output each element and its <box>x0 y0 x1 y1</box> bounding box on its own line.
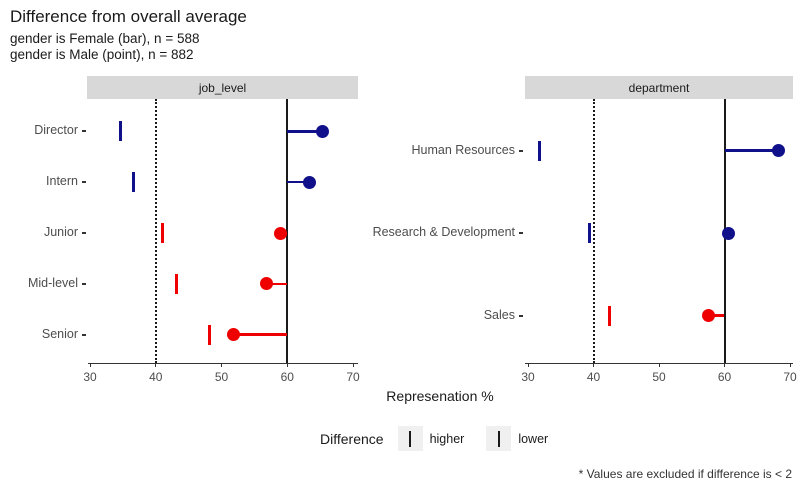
male-segment-mark <box>233 333 288 336</box>
facet-strip-job-level: job_level <box>87 76 358 99</box>
x-axis-title: Represenation % <box>386 388 494 404</box>
male-point-mark <box>702 309 716 322</box>
facet-strip-label: job_level <box>198 80 247 95</box>
male-point-mark <box>721 226 735 240</box>
y-axis-tick <box>82 232 86 234</box>
x-axis-tick-label: 70 <box>346 370 360 384</box>
female-bar-mark <box>161 223 165 243</box>
male-segment-mark <box>287 130 323 133</box>
male-segment-mark <box>287 180 310 184</box>
x-axis-tick-label: 50 <box>652 370 666 384</box>
y-axis-label: Junior <box>43 225 78 239</box>
male-point-mark <box>227 328 241 342</box>
female-bar-mark <box>174 273 178 294</box>
y-axis-tick <box>82 181 86 184</box>
x-axis-tick <box>286 363 288 367</box>
y-axis-label: Research & Development <box>372 225 515 239</box>
female-bar-mark <box>207 324 211 345</box>
male-average-refline <box>286 99 289 363</box>
legend-key-higher <box>397 426 423 451</box>
x-axis-tick-label: 40 <box>149 370 163 384</box>
x-axis-tick <box>221 363 222 367</box>
male-point-mark <box>260 277 274 291</box>
female-bar-mark <box>537 140 541 161</box>
male-point-mark <box>315 124 329 138</box>
male-segment-mark <box>708 314 725 317</box>
facet-panel-department: 30 40 50 60 70 <box>519 99 797 384</box>
x-axis-tick-label: 70 <box>783 370 797 384</box>
x-axis-tick-label: 60 <box>280 370 294 384</box>
x-axis-tick-label: 50 <box>214 370 229 384</box>
male-point-mark <box>772 144 786 157</box>
y-axis-tick <box>519 314 523 317</box>
plot-title: Difference from overall average <box>10 7 247 26</box>
y-axis-tick <box>519 149 523 152</box>
higher-bar-icon <box>408 430 412 447</box>
legend-label-higher: higher <box>429 431 465 446</box>
facet-panel-job-level: 30 40 50 60 70 <box>82 99 360 384</box>
x-axis-tick <box>789 363 791 367</box>
x-axis-tick <box>89 363 91 367</box>
female-bar-mark <box>588 223 592 243</box>
lower-bar-icon <box>497 430 501 447</box>
x-axis-tick <box>352 363 354 367</box>
y-axis-tick <box>82 130 86 133</box>
x-axis-tick-label: 30 <box>83 370 97 384</box>
x-axis-tick <box>593 363 594 367</box>
x-axis-tick-label: 40 <box>586 370 601 384</box>
footnote-caption: * Values are excluded if difference is <… <box>578 467 792 481</box>
y-axis-label: Intern <box>46 174 78 189</box>
plot-subtitle-male: gender is Male (point), n = 882 <box>10 47 194 62</box>
x-axis-tick <box>724 363 725 367</box>
female-average-refline <box>154 99 157 363</box>
y-axis-tick <box>82 333 86 336</box>
legend: Difference higher lower <box>320 426 570 451</box>
legend-label-lower: lower <box>518 431 549 446</box>
male-segment-mark <box>266 282 288 286</box>
legend-key-lower <box>486 426 512 451</box>
male-point-mark <box>303 175 317 189</box>
y-axis-label: Sales <box>483 307 515 322</box>
x-axis-tick <box>155 363 157 367</box>
plot-subtitle-female: gender is Female (bar), n = 588 <box>10 31 200 46</box>
male-segment-mark <box>724 149 779 152</box>
facet-strip-label: department <box>628 80 690 95</box>
x-axis-tick <box>658 363 660 367</box>
female-bar-mark <box>607 305 611 326</box>
y-axis-label: Director <box>34 123 78 138</box>
female-average-refline <box>592 99 595 363</box>
x-axis-tick-label: 30 <box>521 370 535 384</box>
x-axis-tick <box>527 363 529 367</box>
female-bar-mark <box>119 121 123 142</box>
male-point-mark <box>273 226 287 240</box>
legend-title: Difference <box>320 430 384 447</box>
y-axis-tick <box>82 282 86 285</box>
y-axis-label: Mid-level <box>27 275 78 290</box>
facet-strip-department: department <box>525 76 793 99</box>
female-bar-mark <box>131 172 135 193</box>
y-axis-label: Senior <box>41 326 78 341</box>
y-axis-label: Human Resources <box>411 142 515 157</box>
x-axis-tick-label: 60 <box>717 370 732 384</box>
y-axis-tick <box>519 232 523 234</box>
